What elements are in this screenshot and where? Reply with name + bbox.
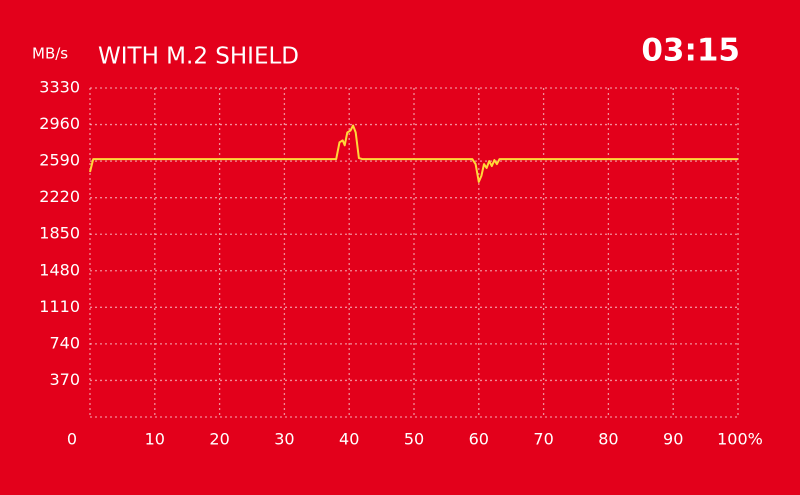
y-tick-label: 3330: [39, 78, 80, 97]
timer: 03:15: [641, 33, 740, 69]
y-tick-label: 1480: [39, 260, 80, 279]
x-tick-label: 30: [274, 430, 294, 449]
y-tick-label: 740: [49, 333, 80, 352]
x-tick-label: 80: [598, 430, 618, 449]
x-tick-label: 60: [469, 430, 489, 449]
x-tick-label: 90: [663, 430, 683, 449]
y-tick-label: 370: [49, 370, 80, 389]
x-tick-label: 40: [339, 430, 359, 449]
x-tick-label: 10: [145, 430, 165, 449]
y-axis-label: MB/s: [32, 45, 68, 63]
data-line: [89, 124, 738, 183]
chart-title: WITH M.2 SHIELD: [98, 44, 299, 70]
x-tick-label: 0: [67, 430, 77, 449]
x-tick-label: 50: [404, 430, 424, 449]
y-tick-label: 2590: [39, 151, 80, 170]
x-tick-label: 70: [533, 430, 553, 449]
x-tick-label: 20: [209, 430, 229, 449]
x-tick-label: 100%: [717, 430, 763, 449]
y-tick-label: 1850: [39, 224, 80, 243]
y-tick-label: 1110: [39, 297, 80, 316]
y-tick-label: 2960: [39, 114, 80, 133]
y-tick-label: 2220: [39, 187, 80, 206]
